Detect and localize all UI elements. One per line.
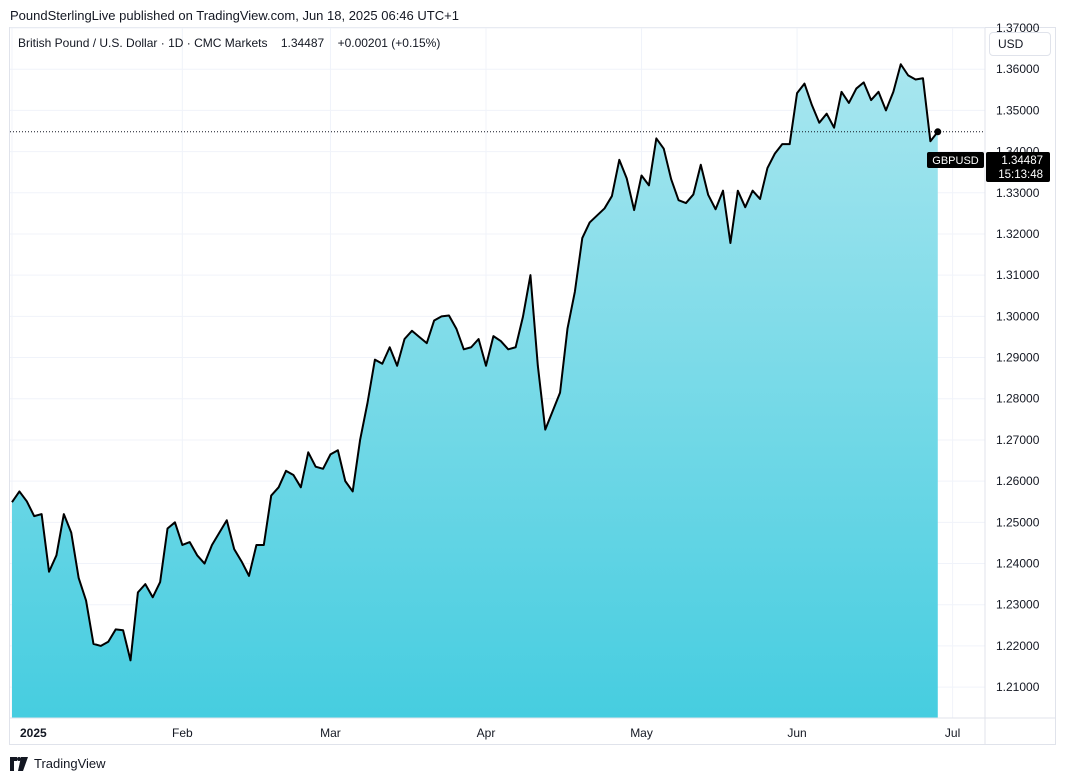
price-tick-label: 1.36000 bbox=[996, 62, 1040, 76]
price-tick-label: 1.24000 bbox=[996, 557, 1040, 571]
price-tick-label: 1.33000 bbox=[996, 186, 1040, 200]
price-axis[interactable]: 1.21000 1.22000 1.23000 1.24000 1.25000 1.260… bbox=[996, 21, 1040, 694]
price-line bbox=[11, 63, 939, 662]
price-tick-label: 1.27000 bbox=[996, 433, 1040, 447]
price-tag-value: 1.34487 bbox=[1001, 155, 1043, 167]
price-tick-label: 1.30000 bbox=[996, 309, 1040, 323]
tradingview-logo-icon bbox=[10, 756, 28, 771]
price-tag: 1.34487 15:13:48 bbox=[986, 152, 1050, 182]
legend-change-pct: (+0.15%) bbox=[391, 36, 441, 50]
time-tick-label: Apr bbox=[477, 726, 496, 740]
price-tick-label: 1.31000 bbox=[996, 268, 1040, 282]
legend-interval: 1D bbox=[168, 36, 184, 50]
time-tick-label: Jun bbox=[787, 726, 806, 740]
price-tick-label: 1.22000 bbox=[996, 639, 1040, 653]
symbol-tag: GBPUSD bbox=[927, 152, 984, 168]
price-tick-label: 1.28000 bbox=[996, 392, 1040, 406]
price-tag-countdown: 15:13:48 bbox=[998, 169, 1043, 181]
time-tick-label: Mar bbox=[320, 726, 341, 740]
time-tick-label: Jul bbox=[945, 726, 960, 740]
chart-legend: British Pound / U.S. Dollar · 1D · CMC M… bbox=[18, 36, 441, 50]
time-tick-label: May bbox=[630, 726, 653, 740]
price-tick-label: 1.25000 bbox=[996, 515, 1040, 529]
legend-change: +0.00201 bbox=[337, 36, 388, 50]
legend-symbol: British Pound / U.S. Dollar bbox=[18, 36, 158, 50]
tradingview-logo-text: TradingView bbox=[34, 756, 106, 771]
price-tick-label: 1.23000 bbox=[996, 598, 1040, 612]
currency-button[interactable]: USD bbox=[989, 32, 1051, 56]
last-price-dot bbox=[934, 128, 942, 136]
price-area-fill bbox=[12, 64, 938, 718]
price-tick-label: 1.21000 bbox=[996, 680, 1040, 694]
price-tick-label: 1.29000 bbox=[996, 351, 1040, 365]
time-tick-label: 2025 bbox=[20, 726, 47, 740]
legend-last-price: 1.34487 bbox=[280, 36, 325, 50]
time-tick-label: Feb bbox=[172, 726, 193, 740]
price-tick-label: 1.26000 bbox=[996, 474, 1040, 488]
legend-source: CMC Markets bbox=[194, 36, 268, 50]
time-axis[interactable]: 2025 Feb Mar Apr May Jun Jul bbox=[20, 726, 960, 740]
publisher-caption: PoundSterlingLive published on TradingVi… bbox=[10, 8, 459, 23]
price-tick-label: 1.32000 bbox=[996, 227, 1040, 241]
tradingview-logo[interactable]: TradingView bbox=[10, 756, 106, 771]
price-tick-label: 1.37000 bbox=[996, 21, 1040, 35]
symbol-tag-label: GBPUSD bbox=[932, 155, 979, 167]
price-tick-label: 1.35000 bbox=[996, 103, 1040, 117]
